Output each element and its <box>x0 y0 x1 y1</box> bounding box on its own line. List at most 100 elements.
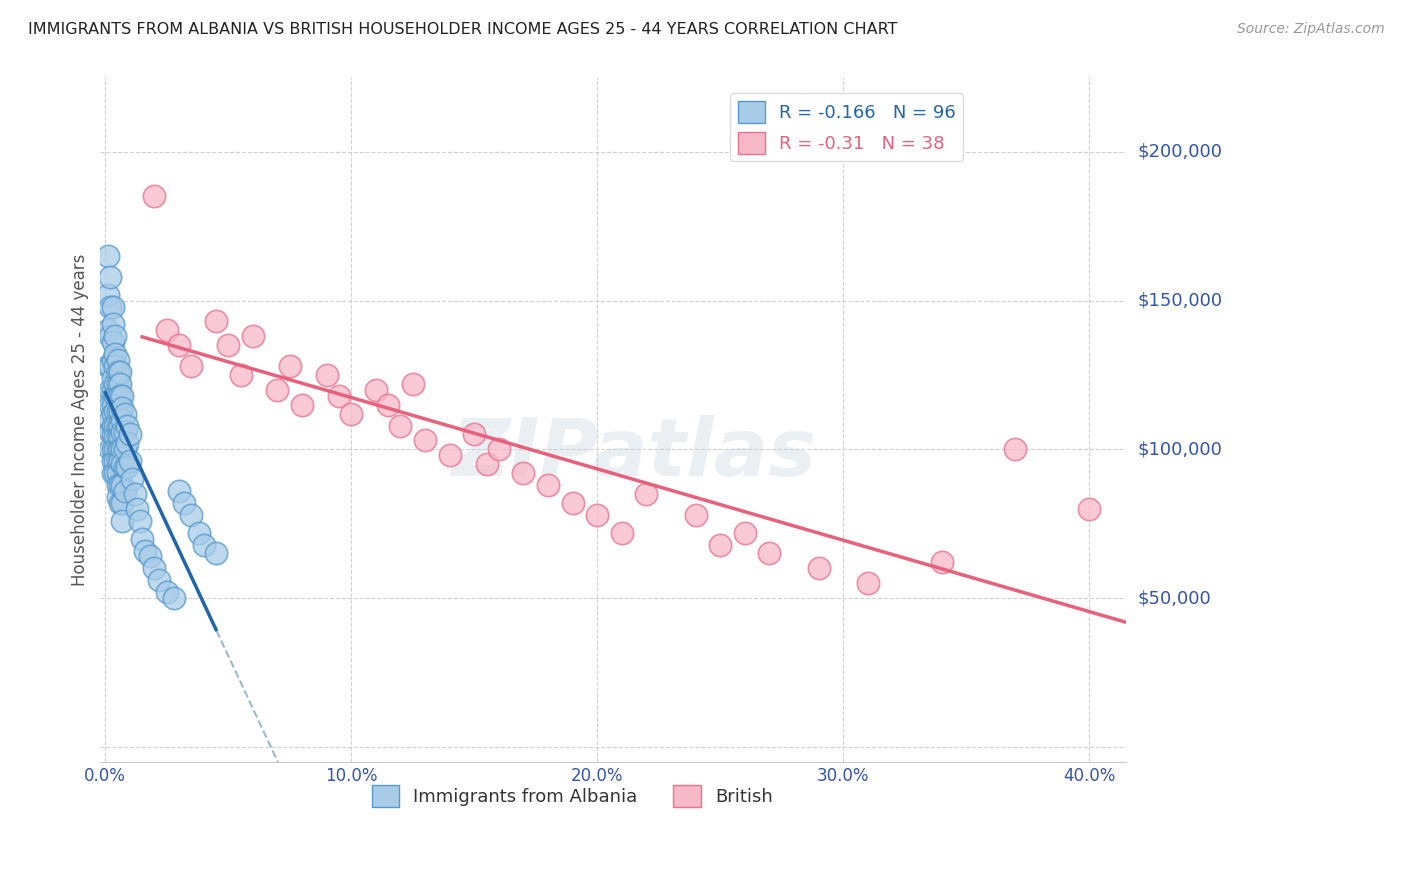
Point <box>111 514 134 528</box>
Point <box>101 300 124 314</box>
Point <box>636 487 658 501</box>
Point <box>114 425 136 439</box>
Point <box>101 353 124 368</box>
Point <box>266 383 288 397</box>
Point <box>402 376 425 391</box>
Point <box>107 454 129 468</box>
Point <box>734 525 756 540</box>
Point <box>97 359 120 373</box>
Point <box>205 314 228 328</box>
Point <box>98 412 121 426</box>
Point <box>143 561 166 575</box>
Point <box>104 430 127 444</box>
Point <box>340 407 363 421</box>
Point <box>107 418 129 433</box>
Point <box>97 389 120 403</box>
Point <box>193 538 215 552</box>
Point <box>98 425 121 439</box>
Point <box>104 442 127 457</box>
Point <box>138 549 160 564</box>
Point <box>709 538 731 552</box>
Point <box>128 514 150 528</box>
Point <box>111 457 134 471</box>
Point <box>111 478 134 492</box>
Point <box>101 383 124 397</box>
Point <box>104 389 127 403</box>
Point <box>475 457 498 471</box>
Point <box>111 389 134 403</box>
Text: ZIPatlas: ZIPatlas <box>451 415 817 492</box>
Point <box>114 442 136 457</box>
Point <box>101 318 124 332</box>
Point <box>512 466 534 480</box>
Point <box>97 249 120 263</box>
Point <box>101 398 124 412</box>
Point <box>439 448 461 462</box>
Point <box>180 359 202 373</box>
Point <box>148 574 170 588</box>
Point <box>315 368 337 382</box>
Point <box>101 407 124 421</box>
Point <box>377 398 399 412</box>
Point <box>117 436 139 450</box>
Point <box>156 585 179 599</box>
Point <box>124 487 146 501</box>
Point <box>537 478 560 492</box>
Point <box>107 430 129 444</box>
Point <box>187 525 209 540</box>
Text: $50,000: $50,000 <box>1137 589 1211 607</box>
Point <box>107 403 129 417</box>
Point <box>131 532 153 546</box>
Point <box>117 418 139 433</box>
Point <box>413 434 436 448</box>
Point <box>488 442 510 457</box>
Point <box>107 442 129 457</box>
Point <box>108 418 131 433</box>
Point <box>97 323 120 337</box>
Point <box>118 427 141 442</box>
Point <box>108 389 131 403</box>
Point <box>1078 501 1101 516</box>
Point <box>389 418 412 433</box>
Point <box>118 454 141 468</box>
Point <box>1004 442 1026 457</box>
Point <box>143 189 166 203</box>
Point <box>121 472 143 486</box>
Point <box>364 383 387 397</box>
Text: $200,000: $200,000 <box>1137 143 1222 161</box>
Point <box>107 490 129 504</box>
Point <box>111 412 134 426</box>
Point <box>104 454 127 468</box>
Point <box>586 508 609 522</box>
Point <box>104 329 127 343</box>
Point <box>101 418 124 433</box>
Point <box>108 454 131 468</box>
Point <box>229 368 252 382</box>
Text: $100,000: $100,000 <box>1137 441 1222 458</box>
Text: IMMIGRANTS FROM ALBANIA VS BRITISH HOUSEHOLDER INCOME AGES 25 - 44 YEARS CORRELA: IMMIGRANTS FROM ALBANIA VS BRITISH HOUSE… <box>28 22 897 37</box>
Point <box>98 329 121 343</box>
Point <box>104 347 127 361</box>
Point <box>758 547 780 561</box>
Point <box>107 376 129 391</box>
Point <box>104 376 127 391</box>
Point <box>807 561 830 575</box>
Point <box>561 496 583 510</box>
Point <box>180 508 202 522</box>
Point <box>156 323 179 337</box>
Point <box>101 454 124 468</box>
Point <box>98 269 121 284</box>
Point <box>127 501 149 516</box>
Point <box>101 335 124 350</box>
Point <box>108 403 131 417</box>
Text: Source: ZipAtlas.com: Source: ZipAtlas.com <box>1237 22 1385 37</box>
Point <box>108 376 131 391</box>
Point <box>107 466 129 480</box>
Point <box>114 407 136 421</box>
Point <box>98 383 121 397</box>
Point <box>117 460 139 475</box>
Point <box>108 442 131 457</box>
Point <box>108 496 131 510</box>
Point <box>205 547 228 561</box>
Point <box>101 371 124 385</box>
